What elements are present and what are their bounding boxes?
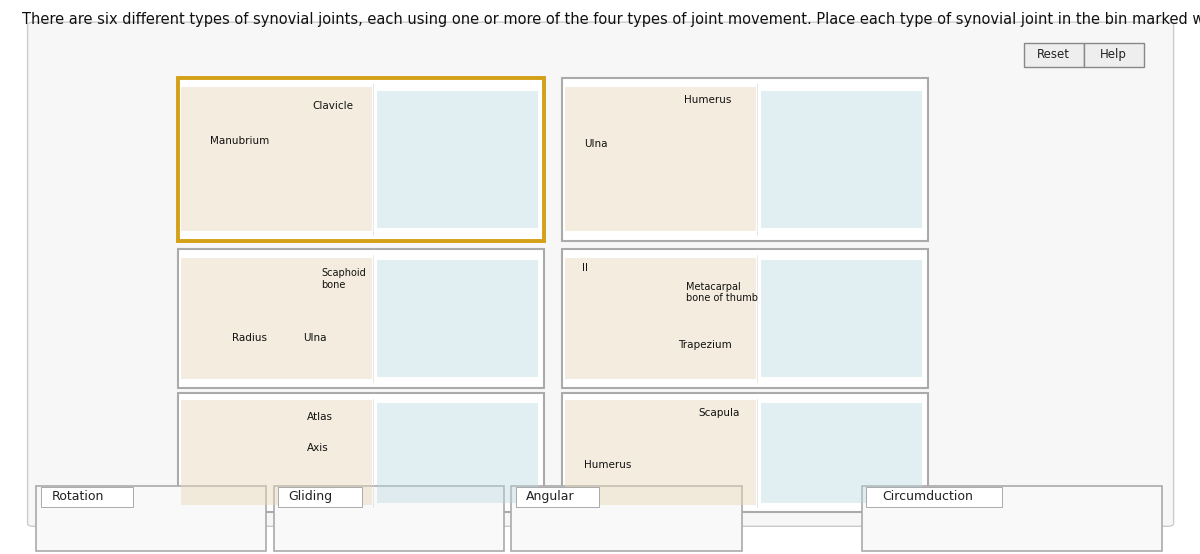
- Text: Radius: Radius: [232, 333, 266, 343]
- Text: Humerus: Humerus: [584, 460, 631, 470]
- FancyBboxPatch shape: [41, 487, 133, 507]
- Text: Manubrium: Manubrium: [210, 136, 269, 146]
- Bar: [761, 260, 922, 377]
- FancyBboxPatch shape: [274, 486, 504, 551]
- FancyBboxPatch shape: [862, 486, 1162, 551]
- Bar: [761, 91, 922, 228]
- FancyBboxPatch shape: [866, 487, 1002, 507]
- Text: Clavicle: Clavicle: [312, 101, 353, 111]
- Text: Trapezium: Trapezium: [678, 340, 732, 350]
- Bar: [181, 258, 372, 379]
- FancyBboxPatch shape: [178, 393, 544, 512]
- Text: Humerus: Humerus: [684, 95, 731, 105]
- Bar: [565, 88, 756, 231]
- Text: Scapula: Scapula: [698, 408, 739, 418]
- Bar: [377, 260, 538, 377]
- Bar: [761, 403, 922, 503]
- Bar: [181, 88, 372, 231]
- Text: II: II: [582, 263, 588, 273]
- Text: Atlas: Atlas: [307, 412, 334, 422]
- FancyBboxPatch shape: [36, 486, 266, 551]
- Text: Axis: Axis: [307, 443, 329, 453]
- FancyBboxPatch shape: [562, 249, 928, 388]
- Text: Circumduction: Circumduction: [882, 490, 973, 504]
- FancyBboxPatch shape: [562, 78, 928, 241]
- FancyBboxPatch shape: [1084, 43, 1144, 67]
- Text: Angular: Angular: [527, 490, 575, 504]
- Bar: [565, 401, 756, 505]
- Text: Reset: Reset: [1037, 48, 1070, 61]
- Text: Ulna: Ulna: [584, 139, 608, 149]
- Bar: [377, 91, 538, 228]
- FancyBboxPatch shape: [516, 487, 599, 507]
- Text: Scaphoid
bone: Scaphoid bone: [322, 269, 366, 290]
- FancyBboxPatch shape: [178, 249, 544, 388]
- FancyBboxPatch shape: [278, 487, 361, 507]
- Bar: [565, 258, 756, 379]
- FancyBboxPatch shape: [178, 78, 544, 241]
- Text: Gliding: Gliding: [289, 490, 332, 504]
- Bar: [181, 401, 372, 505]
- FancyBboxPatch shape: [28, 22, 1174, 526]
- FancyBboxPatch shape: [562, 393, 928, 512]
- Bar: [377, 403, 538, 503]
- FancyBboxPatch shape: [511, 486, 742, 551]
- Text: Rotation: Rotation: [52, 490, 104, 504]
- Text: Metacarpal
bone of thumb: Metacarpal bone of thumb: [686, 282, 758, 303]
- FancyBboxPatch shape: [1024, 43, 1084, 67]
- Text: There are six different types of synovial joints, each using one or more of the : There are six different types of synovia…: [22, 12, 1200, 27]
- Text: Ulna: Ulna: [304, 333, 328, 343]
- Text: Help: Help: [1100, 48, 1127, 61]
